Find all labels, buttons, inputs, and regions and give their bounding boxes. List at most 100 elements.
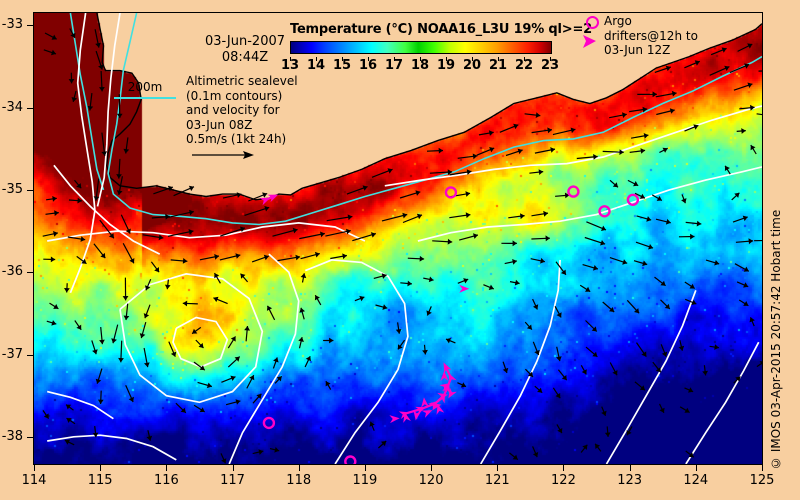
velocity-arrow-154: [602, 301, 615, 313]
x-tick: [298, 465, 300, 471]
velocity-arrow-160: [74, 320, 82, 331]
scene-time: 08:44Z: [221, 50, 269, 65]
y-tick: [27, 354, 33, 356]
velocity-arrow-34: [736, 128, 746, 134]
velocity-arrow-109: [150, 261, 160, 273]
velocity-arrow-108: [76, 255, 87, 265]
argo-legend-line-2: drifters@12h to: [604, 28, 698, 43]
colorbar-tick-label: 16: [358, 58, 378, 73]
velocity-arrow-14: [71, 90, 78, 103]
velocity-arrow-234: [252, 449, 264, 455]
velocity-arrow-79: [449, 212, 471, 219]
velocity-arrow-189: [709, 344, 719, 350]
scene-date: 03-Jun-2007: [204, 34, 286, 49]
sealevel-contour-w2: [96, 13, 121, 207]
velocity-arrow-161: [99, 327, 105, 345]
map-plot-area[interactable]: [33, 12, 763, 465]
velocity-arrow-68: [681, 194, 687, 204]
velocity-arrow-119: [530, 257, 546, 264]
velocity-arrow-26: [101, 132, 108, 156]
argo-legend-line-1: Argo: [604, 14, 632, 28]
velocity-arrow-168: [524, 321, 533, 330]
velocity-arrow-145: [143, 304, 151, 319]
velocity-arrow-230: [604, 426, 611, 437]
y-tick: [27, 25, 33, 27]
velocity-arrow-237: [509, 452, 519, 461]
velocity-arrow-53: [609, 179, 619, 188]
velocity-arrow-238: [532, 446, 539, 458]
colorbar-tick-label: 14: [306, 58, 326, 73]
velocity-arrow-192: [227, 356, 241, 368]
velocity-arrow-180: [397, 339, 406, 350]
velocity-arrow-98: [432, 238, 453, 245]
velocity-arrow-155: [626, 299, 640, 314]
velocity-arrow-70: [45, 210, 59, 216]
velocity-arrow-220: [225, 399, 241, 406]
velocity-arrow-57: [68, 197, 82, 204]
velocity-arrow-38: [476, 147, 495, 156]
velocity-arrow-67: [651, 194, 663, 202]
sealevel-contour-c2: [228, 253, 300, 464]
velocity-arrow-185: [585, 346, 598, 358]
velocity-arrow-170: [749, 317, 755, 327]
velocity-arrow-85: [685, 220, 702, 227]
velocity-arrow-223: [658, 403, 665, 414]
velocity-arrow-15: [87, 93, 94, 111]
velocity-arrow-240: [594, 443, 602, 452]
velocity-arrow-41: [576, 154, 598, 160]
velocity-arrow-146: [182, 300, 198, 307]
velocity-arrow-196: [524, 368, 534, 378]
velocity-arrow-110: [170, 258, 188, 264]
velocity-arrow-221: [252, 393, 262, 404]
velocity-arrow-9: [654, 65, 671, 73]
velocity-arrow-83: [636, 215, 652, 222]
velocity-arrow-1: [69, 28, 76, 39]
velocity-arrow-235: [269, 447, 280, 453]
velocity-arrow-4: [95, 50, 104, 70]
velocity-arrow-165: [266, 305, 276, 321]
colorbar-tick: [290, 57, 291, 61]
altimetry-description: Altimetric sealevel (0.1m contours) and …: [186, 74, 326, 147]
velocity-arrow-46: [74, 179, 82, 189]
velocity-arrow-63: [399, 190, 421, 199]
y-tick: [27, 189, 33, 191]
velocity-arrow-207: [246, 374, 255, 389]
velocity-arrow-96: [325, 228, 351, 237]
x-tick: [364, 465, 366, 471]
velocity-arrow-21: [609, 112, 627, 119]
colorbar-tick: [316, 57, 317, 61]
velocity-arrow-149: [354, 295, 365, 302]
sealevel-contour-c1: [47, 222, 366, 242]
velocity-arrow-12: [729, 63, 750, 74]
velocity-arrow-183: [532, 341, 540, 356]
velocity-arrow-147: [213, 296, 228, 305]
colorbar-title: Temperature (°C) NOAA16_L3U 19% ql>=2: [290, 22, 593, 37]
drifter-chevron-track-coast-0: [259, 197, 271, 206]
imos-credit: © IMOS 03-Apr-2015 20:57:42 Hobart time: [769, 209, 783, 470]
velocity-arrow-32: [630, 133, 649, 139]
scene-timestamp: 03-Jun-2007 08:44Z: [180, 34, 310, 66]
velocity-arrow-215: [733, 376, 741, 384]
velocity-arrow-92: [167, 229, 194, 237]
x-tick: [762, 465, 763, 471]
colorbar-tick-label: 15: [332, 58, 352, 73]
velocity-arrow-51: [449, 169, 472, 176]
desc-line-5: 0.5m/s (1kt 24h): [186, 132, 287, 146]
velocity-arrow-239: [580, 444, 588, 453]
velocity-arrow-195: [502, 361, 509, 374]
velocity-arrow-153: [554, 306, 562, 318]
x-tick-label: 119: [352, 473, 378, 488]
sealevel-contour-s1: [46, 390, 114, 420]
drifter-chevron-cluster-4: [430, 402, 442, 411]
velocity-arrow-49: [371, 168, 393, 178]
velocity-arrow-151: [426, 306, 432, 316]
velocity-arrow-118: [504, 259, 518, 265]
drifter-chevron-track-south-1: [415, 406, 426, 415]
y-tick: [27, 107, 33, 109]
velocity-arrow-44: [659, 147, 668, 154]
x-tick-label: 124: [683, 473, 709, 488]
velocity-arrow-117: [407, 255, 425, 262]
colorbar-tick-label: 13: [280, 58, 300, 73]
velocity-arrow-222: [601, 406, 607, 417]
